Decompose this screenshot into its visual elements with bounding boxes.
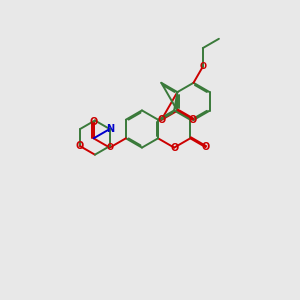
Text: O: O	[106, 143, 113, 152]
Text: O: O	[199, 62, 206, 71]
Text: O: O	[76, 141, 84, 151]
Text: O: O	[189, 115, 197, 124]
Text: N: N	[106, 124, 114, 134]
Text: O: O	[157, 115, 165, 125]
Text: O: O	[201, 142, 210, 152]
Text: O: O	[89, 117, 98, 127]
Text: O: O	[170, 142, 178, 153]
